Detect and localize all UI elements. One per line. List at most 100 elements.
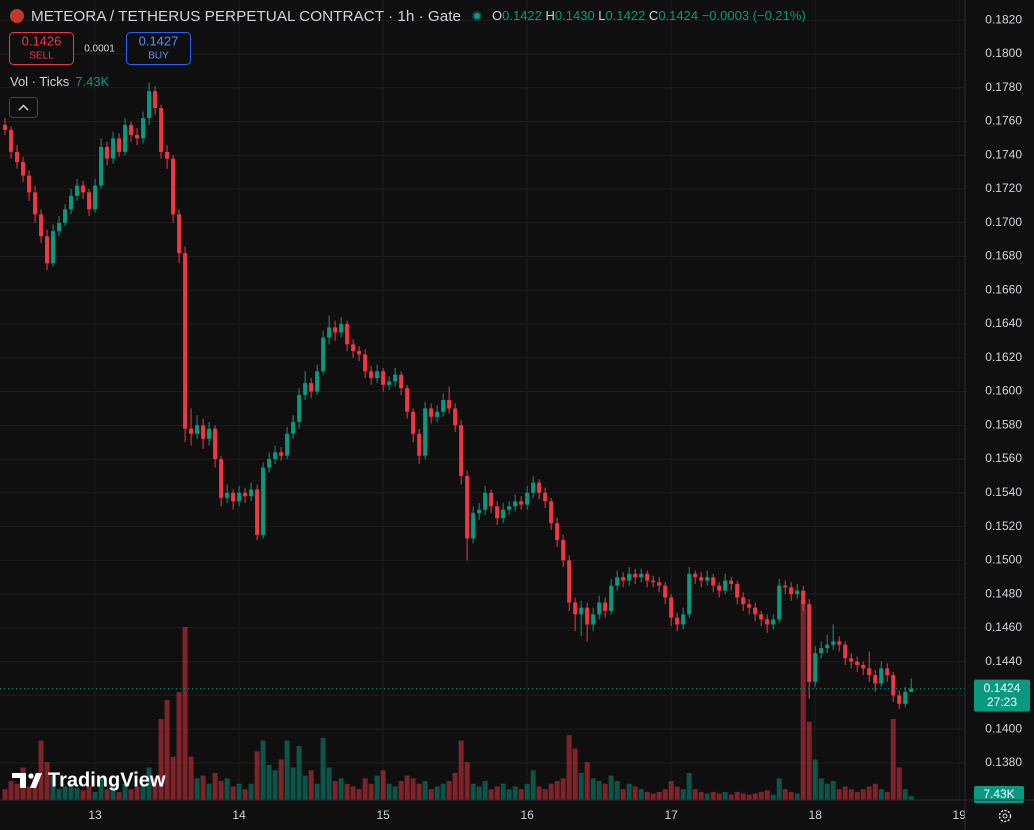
y-tick-label: 0.1700	[985, 215, 1022, 229]
volume-bar	[668, 781, 674, 800]
candle-body	[135, 135, 140, 139]
volume-bar	[470, 783, 476, 800]
chevron-icon	[18, 104, 29, 111]
volume-bar	[398, 781, 404, 800]
symbol-title[interactable]: METEORA / TETHERUS PERPETUAL CONTRACT · …	[31, 8, 461, 25]
candle-body	[825, 644, 830, 649]
volume-bar	[848, 789, 854, 800]
x-tick-label: 16	[520, 808, 534, 822]
volume-bar	[176, 691, 182, 800]
candle-body	[603, 602, 608, 611]
volume-bar	[308, 770, 314, 800]
candle-body	[519, 501, 524, 505]
candle-body	[105, 146, 110, 159]
volume-bar	[632, 786, 638, 800]
volume-bar	[530, 770, 536, 800]
y-tick-label: 0.1400	[985, 721, 1022, 735]
candle-body	[75, 185, 80, 196]
candle-body	[579, 607, 584, 615]
volume-bar	[8, 781, 14, 800]
legend-change: −0.0003 (−0.21%)	[702, 8, 806, 23]
collapse-button[interactable]	[9, 97, 38, 118]
x-tick-label: 14	[232, 808, 246, 822]
candle-body	[477, 509, 482, 514]
watermark-logo-dot	[28, 773, 34, 779]
candle-body	[711, 577, 716, 586]
candle-body	[189, 428, 194, 434]
candle-body	[513, 501, 518, 507]
candle-body	[195, 425, 200, 434]
candle-body	[543, 492, 548, 502]
x-tick-label: 18	[809, 808, 823, 822]
candle-body	[285, 433, 290, 456]
candle-body	[675, 617, 680, 625]
y-tick-label: 0.1520	[985, 519, 1022, 533]
sell-button[interactable]	[9, 32, 74, 65]
candle-body	[849, 658, 854, 662]
candle-body	[381, 371, 386, 385]
legend-label: H	[546, 8, 555, 23]
volume-bar	[662, 789, 668, 800]
candle-body	[687, 573, 692, 615]
candle-body	[159, 108, 164, 152]
volume-bar	[476, 786, 482, 800]
candle-body	[369, 371, 374, 379]
sell-label: SELL	[29, 51, 54, 62]
volume-bar	[254, 751, 260, 800]
symbol-logo[interactable]	[10, 9, 24, 23]
volume-bar	[716, 793, 722, 800]
volume-bar	[800, 600, 806, 800]
candle-body	[423, 408, 428, 456]
candle-body	[861, 664, 866, 669]
volume-bar	[734, 791, 740, 800]
ohlc-legend: O0.1422 H0.1430 L0.1422 C0.1424 −0.0003 …	[492, 8, 806, 23]
candle-body	[663, 585, 668, 598]
y-tick-label: 0.1760	[985, 114, 1022, 128]
candle-body	[705, 577, 710, 581]
candle-body	[375, 371, 380, 379]
volume-bar	[170, 756, 176, 800]
volume-bar	[812, 759, 818, 800]
volume-bar	[578, 772, 584, 800]
buy-button[interactable]	[126, 32, 191, 65]
volume-bar	[278, 759, 284, 800]
candle-body	[63, 209, 68, 223]
candle-body	[33, 192, 38, 215]
y-tick-label: 0.1740	[985, 147, 1022, 161]
volume-label: 7.43K	[983, 787, 1014, 801]
candle-body	[315, 371, 320, 392]
volume-bar	[326, 767, 332, 800]
y-tick-label: 0.1660	[985, 282, 1022, 296]
volume-bar	[434, 786, 440, 800]
candle-body	[129, 124, 134, 136]
candle-body	[723, 580, 728, 591]
candle-body	[393, 374, 398, 382]
volume-bar	[116, 791, 122, 800]
y-tick-label: 0.1380	[985, 755, 1022, 769]
candle-body	[573, 602, 578, 615]
volume-last: 7.43K	[75, 74, 109, 89]
candle-body	[207, 428, 212, 439]
y-tick-label: 0.1780	[985, 80, 1022, 94]
volume-bar	[794, 793, 800, 800]
candle-body	[885, 668, 890, 676]
volume-bar	[68, 783, 74, 800]
volume-bar	[500, 783, 506, 800]
x-tick-label: 19	[953, 808, 967, 822]
candle-body	[447, 400, 452, 409]
candle-body	[51, 231, 56, 264]
watermark: TradingView	[12, 769, 166, 791]
volume-bar	[464, 762, 470, 800]
volume-bar	[350, 786, 356, 800]
volume-bar	[890, 718, 896, 800]
volume-bar	[314, 783, 320, 800]
candle-body	[867, 668, 872, 676]
candle-body	[441, 400, 446, 412]
volume-bar	[764, 790, 770, 800]
volume-bar	[92, 791, 98, 800]
settings-icon[interactable]	[998, 809, 1012, 823]
volume-bar	[842, 786, 848, 800]
candle-body	[597, 602, 602, 615]
candle-body	[699, 577, 704, 581]
